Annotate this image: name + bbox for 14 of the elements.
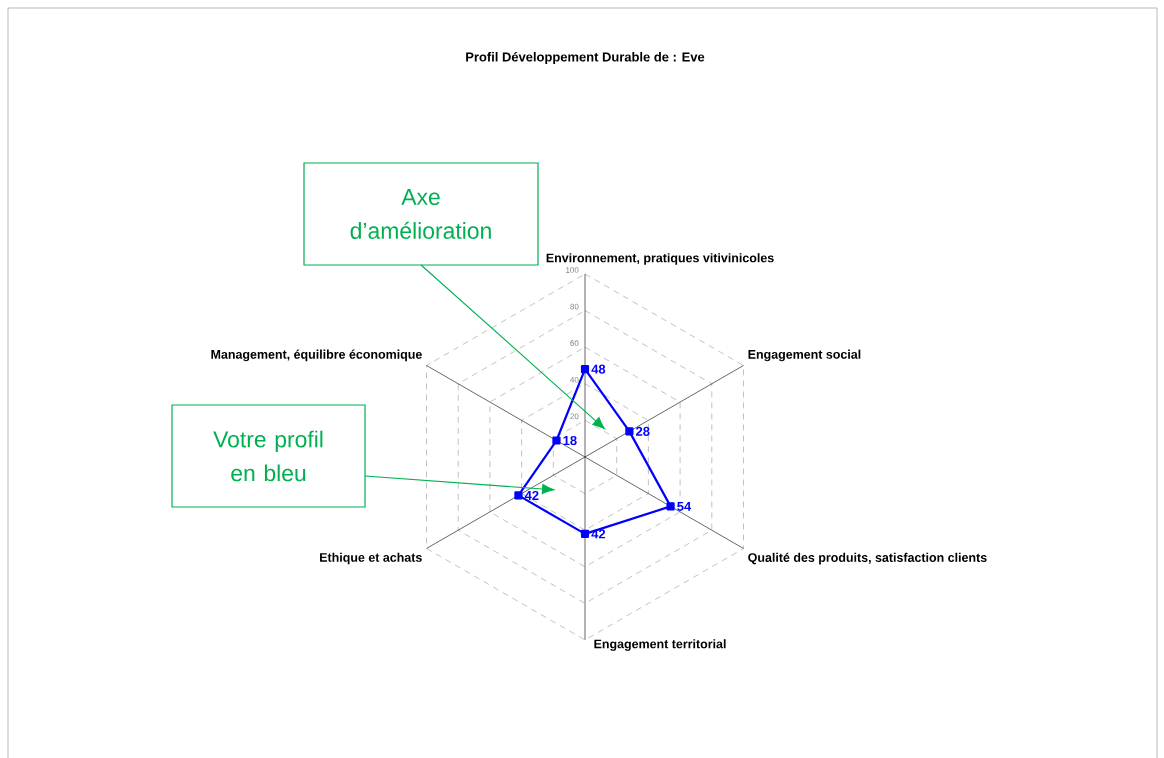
chart-title: Profil Développement Durable de : Eve xyxy=(466,51,705,65)
data-label: 48 xyxy=(591,364,606,374)
data-label: 54 xyxy=(677,501,692,511)
spoke-label: Management, équilibre économique xyxy=(211,349,422,362)
data-label: 42 xyxy=(524,490,539,500)
data-label: 18 xyxy=(563,435,577,446)
spoke-label: Ethique et achats xyxy=(320,552,422,565)
text: Votre profil en bleu xyxy=(213,430,323,482)
spoke-label: Engagement territorial xyxy=(594,639,726,651)
spoke-label: Engagement social xyxy=(748,349,861,362)
data-label: 28 xyxy=(636,426,650,436)
text: Axe d’amélioration xyxy=(350,189,491,239)
spoke-label: Qualité des produits, satisfaction clients xyxy=(748,552,987,565)
spoke-label: Environnement, pratiques vitivinicoles xyxy=(546,253,774,265)
